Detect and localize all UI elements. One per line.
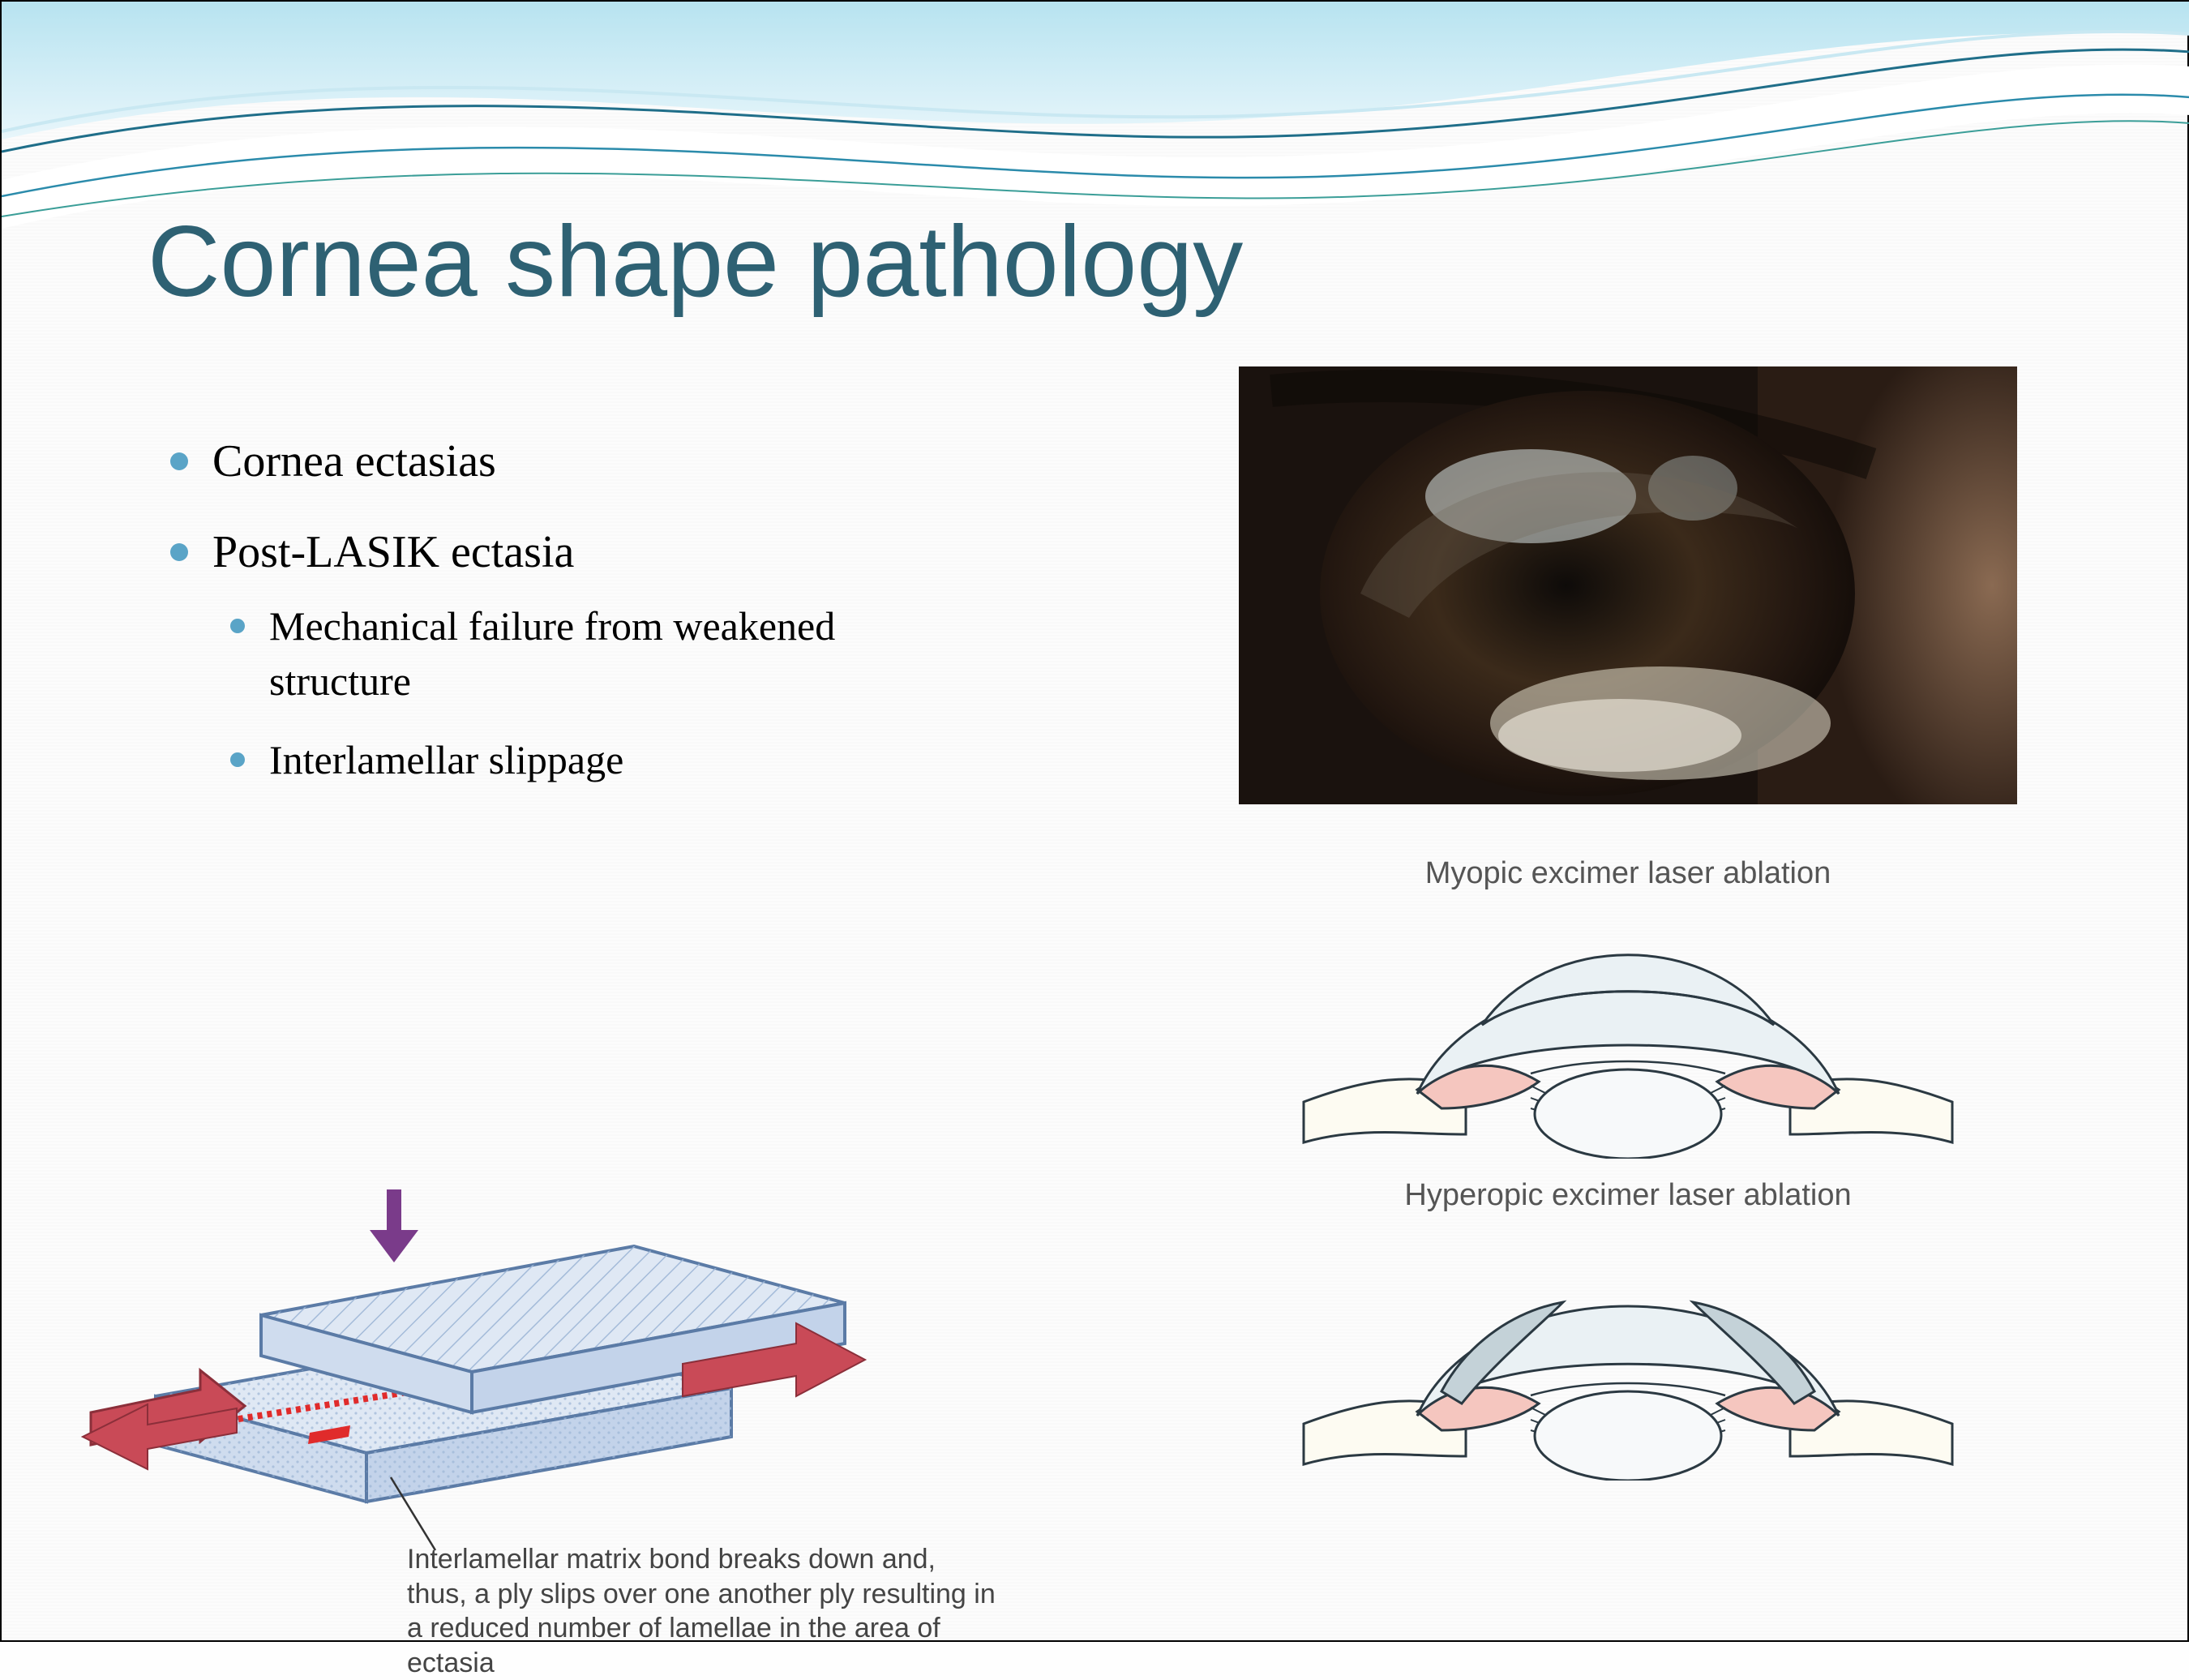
eye-photo: [1239, 366, 2017, 804]
slide-title: Cornea shape pathology: [148, 204, 1243, 319]
interlamellar-slip-diagram: Interlamellar matrix bond breaks down an…: [66, 1153, 1007, 1627]
ablation-label-hyperopic: Hyperopic excimer laser ablation: [1231, 1178, 2025, 1213]
sub-bullet-item: Mechanical failure from weakened structu…: [212, 599, 983, 709]
ablation-label-myopic: Myopic excimer laser ablation: [1231, 856, 2025, 891]
sub-bullet-text: Mechanical failure from weakened structu…: [269, 603, 835, 704]
ablation-diagrams: Myopic excimer laser ablation Hyperopic …: [1231, 837, 2025, 1481]
sub-bullet-item: Interlamellar slippage: [212, 733, 983, 788]
bullet-item: Post-LASIK ectasia ul.sub > li::before{b…: [156, 522, 983, 788]
bullet-text: Post-LASIK ectasia: [212, 527, 574, 577]
bullet-text: Cornea ectasias: [212, 436, 496, 486]
hyperopic-diagram: [1271, 1221, 1985, 1481]
bullet-item: ul.bullets > li::before{background:#5aa4…: [156, 431, 983, 493]
slip-diagram-caption: Interlamellar matrix bond breaks down an…: [407, 1542, 999, 1680]
myopic-diagram: [1271, 899, 1985, 1159]
bullet-list-container: ul.bullets > li::before{background:#5aa4…: [156, 431, 983, 817]
sub-bullet-text: Interlamellar slippage: [269, 737, 623, 782]
